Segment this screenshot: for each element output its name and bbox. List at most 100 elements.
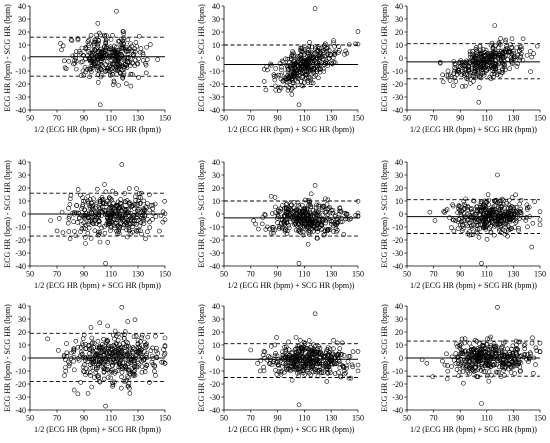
data-point (278, 72, 284, 78)
data-point (451, 217, 456, 223)
data-point (79, 226, 85, 232)
data-point (515, 347, 521, 353)
data-point (138, 339, 143, 344)
data-point (504, 201, 509, 206)
data-point (136, 348, 141, 354)
y-axis-title: ECG HR (bpm) - SCG HR (bpm) (380, 160, 389, 268)
data-point (469, 365, 475, 370)
data-point (534, 348, 540, 353)
data-point (467, 213, 473, 218)
data-point (530, 220, 536, 226)
data-point (67, 361, 72, 367)
data-point (128, 216, 134, 222)
data-point (531, 355, 537, 361)
data-point (456, 67, 461, 73)
data-point (133, 194, 138, 200)
data-point (470, 232, 476, 237)
data-point (332, 44, 337, 49)
data-point (273, 210, 278, 216)
y-tick-label: 20 (18, 184, 26, 193)
data-point (59, 209, 65, 215)
data-point (280, 361, 286, 366)
data-point (464, 58, 469, 64)
data-point (118, 385, 124, 391)
data-point (293, 335, 299, 340)
y-tick-label: 40 (212, 158, 220, 167)
data-point (71, 358, 76, 364)
data-point (475, 374, 481, 380)
data-point (72, 367, 77, 373)
data-point (306, 203, 311, 208)
data-point (270, 227, 276, 232)
x-tick-label: 110 (481, 414, 493, 423)
data-point (481, 344, 486, 349)
data-point (336, 215, 341, 220)
data-point (136, 350, 141, 356)
data-point (150, 206, 155, 211)
data-point (100, 200, 106, 205)
data-point (101, 376, 107, 382)
data-point (288, 214, 294, 220)
data-point (519, 353, 524, 358)
y-tick-label: -30 (15, 249, 26, 258)
data-point (456, 373, 461, 379)
data-point (97, 239, 103, 245)
data-point (253, 221, 258, 227)
data-point (119, 304, 125, 310)
data-point (95, 374, 100, 379)
data-point (471, 347, 477, 352)
data-point (110, 188, 115, 194)
data-point (490, 216, 495, 222)
data-point (67, 202, 73, 207)
x-axis-title: 1/2 (ECG HR (bpm) + SCG HR (bpm)) (228, 425, 355, 434)
data-point (87, 41, 92, 47)
data-point (353, 212, 358, 218)
data-point (270, 211, 275, 216)
data-point (106, 343, 111, 349)
x-axis-title: 1/2 (ECG HR (bpm) + SCG HR (bpm)) (410, 125, 537, 134)
data-point (495, 304, 500, 310)
data-point (319, 60, 324, 65)
data-point (455, 344, 460, 349)
data-point (498, 49, 504, 55)
data-point (498, 198, 504, 203)
data-point (284, 212, 290, 218)
data-point (478, 201, 484, 207)
x-tick-label: 90 (456, 270, 464, 279)
data-point (71, 219, 76, 225)
data-point (256, 226, 261, 232)
data-point (524, 207, 530, 212)
data-point (320, 56, 326, 62)
data-point (87, 351, 92, 356)
x-tick-label: 50 (26, 270, 34, 279)
data-point (437, 59, 443, 65)
data-point (452, 75, 457, 81)
data-point (274, 353, 280, 359)
data-point (285, 228, 290, 234)
data-point (124, 62, 130, 68)
data-point (268, 343, 274, 349)
data-point (266, 353, 272, 359)
data-point (112, 225, 118, 231)
data-point (127, 60, 132, 65)
data-point (516, 361, 522, 366)
data-point (483, 207, 488, 212)
data-point (311, 74, 317, 79)
data-point (274, 372, 280, 377)
data-point (502, 62, 507, 68)
data-point (272, 195, 278, 200)
data-point (108, 196, 113, 202)
data-point (289, 360, 295, 366)
data-point (310, 208, 316, 214)
data-point (488, 356, 493, 362)
data-point (115, 61, 121, 66)
data-point (80, 364, 86, 370)
data-point (472, 56, 478, 62)
data-point (128, 210, 134, 216)
data-point (73, 49, 79, 54)
data-point (355, 29, 361, 34)
data-point (471, 73, 476, 79)
scatter-points (261, 6, 361, 108)
y-tick-label: 20 (212, 328, 220, 337)
data-point (81, 220, 87, 226)
